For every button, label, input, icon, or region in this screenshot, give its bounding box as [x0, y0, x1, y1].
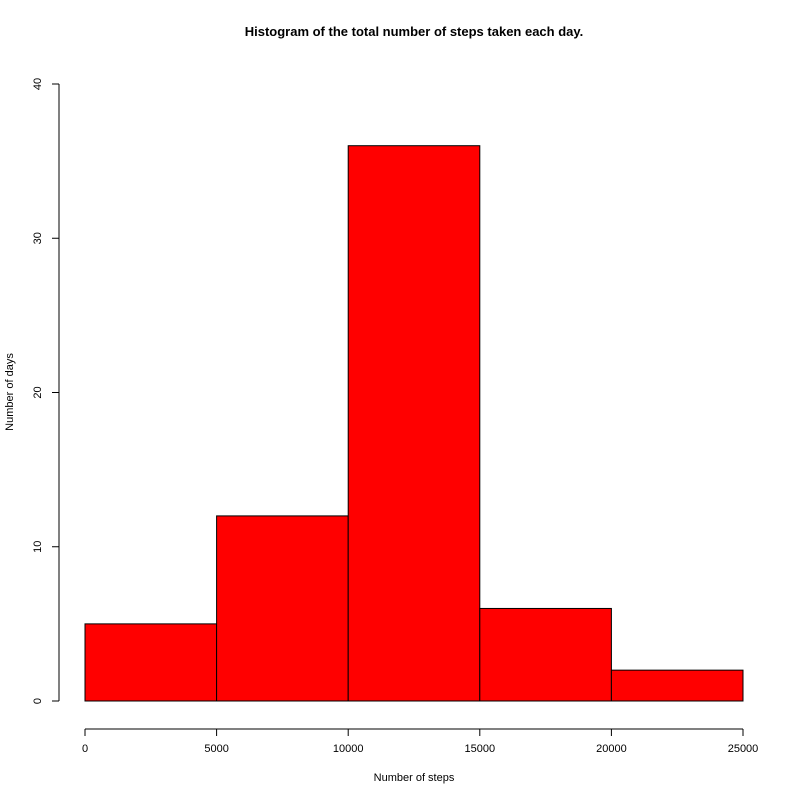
histogram-bar-1: [216, 515, 349, 702]
x-axis: 0 5000 10000 15000 20000 25000: [82, 728, 759, 755]
x-tick-label: 15000: [465, 743, 496, 755]
histogram-bar-4: [610, 669, 744, 702]
y-axis-label: Number of days: [4, 353, 16, 431]
y-tick-label: 10: [32, 541, 44, 553]
y-tick-label: 20: [32, 386, 44, 398]
x-tick-label: 0: [82, 743, 88, 755]
y-tick-label: 30: [32, 232, 44, 244]
y-tick-label: 0: [32, 698, 44, 704]
histogram-bar-0: [84, 623, 218, 702]
x-tick-label: 5000: [204, 743, 228, 755]
x-tick-label: 25000: [728, 743, 759, 755]
x-tick-label: 10000: [333, 743, 364, 755]
x-tick-label: 20000: [596, 743, 627, 755]
y-tick-label: 40: [32, 78, 44, 90]
histogram-bar-3: [479, 607, 612, 702]
chart-title: Histogram of the total number of steps t…: [245, 24, 584, 39]
histogram-bar-2: [347, 145, 481, 702]
y-axis: 0 10 20 30 40: [32, 78, 60, 704]
x-axis-label: Number of steps: [374, 772, 455, 784]
bars-group: [84, 145, 744, 702]
